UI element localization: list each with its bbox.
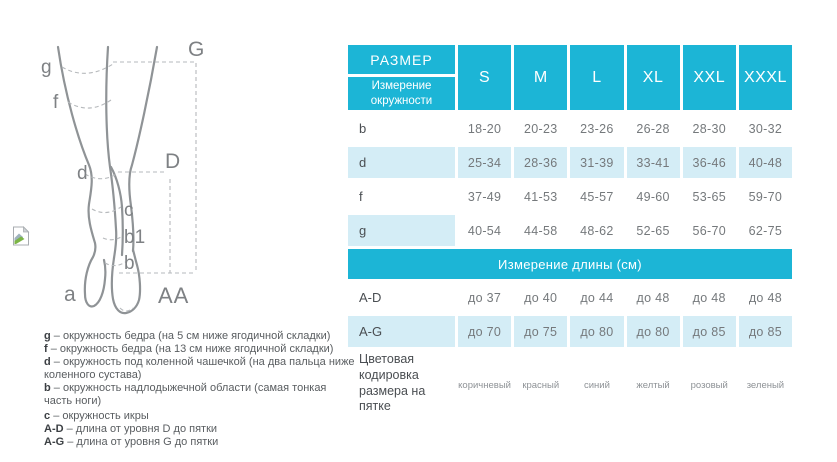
- heel-color-red: красный: [522, 379, 560, 391]
- table-cell: 33-41: [626, 147, 680, 178]
- measurement-lines: [61, 61, 197, 274]
- table-cell: до 48: [748, 290, 782, 305]
- table-cell: 45-57: [580, 189, 614, 204]
- table-cell: до 80: [570, 316, 624, 347]
- table-header-label-cell: РАЗМЕР Измерение окружности: [348, 45, 455, 110]
- size-column-header-xxxl: XXXL: [738, 45, 792, 110]
- leg-measurement-diagram: g f G d D c b1 b a AA: [41, 38, 204, 315]
- size-column-header-xxl: XXL: [682, 45, 736, 110]
- length-section-header: Измерение длины (см): [348, 249, 792, 279]
- table-cell: до 48: [636, 290, 670, 305]
- label-b: b: [124, 253, 135, 274]
- size-header: РАЗМЕР: [348, 45, 455, 74]
- size-column-header-xl: XL: [626, 45, 680, 110]
- heel-color-yellow: желтый: [636, 379, 670, 391]
- table-cell: 40-48: [738, 147, 792, 178]
- legend-desc: – окружность икры: [53, 410, 149, 422]
- broken-image-icon: [13, 226, 30, 246]
- legend-item: d – окружность под коленной чашечкой (на…: [44, 356, 356, 382]
- diagram-labels: g f G d D c b1 b a AA: [41, 38, 204, 308]
- legend-item: b – окружность надлодыжечной области (са…: [44, 382, 356, 408]
- table-cell: 56-70: [692, 223, 726, 238]
- table-cell: до 80: [626, 316, 680, 347]
- heel-color-green: зеленый: [746, 379, 785, 391]
- table-cell: 31-39: [570, 147, 624, 178]
- table-cell: 44-58: [524, 223, 558, 238]
- legend-desc: – окружность надлодыжечной области (сама…: [44, 382, 327, 407]
- table-cell: 52-65: [636, 223, 670, 238]
- legend-key: f: [44, 343, 48, 355]
- heel-color-pink: розовый: [690, 379, 728, 391]
- table-cell: 28-36: [514, 147, 568, 178]
- row-label-a-g: A-G: [348, 316, 455, 347]
- table-cell: 20-23: [524, 121, 558, 136]
- table-cell: до 40: [524, 290, 558, 305]
- size-table: РАЗМЕР Измерение окружности S M L XL XXL…: [348, 45, 792, 420]
- legend-key: b: [44, 382, 51, 394]
- heel-color-blue: синий: [583, 379, 610, 391]
- table-cell: 37-49: [467, 189, 502, 204]
- row-label-g: g: [348, 215, 455, 246]
- table-cell: 62-75: [748, 223, 783, 238]
- legend-item: A-D – длина от уровня D до пятки: [44, 423, 356, 436]
- label-d: d: [77, 163, 88, 184]
- table-cell: до 37: [468, 290, 502, 305]
- legend-desc: – окружность под коленной чашечкой (на д…: [44, 356, 355, 381]
- table-cell: до 48: [692, 290, 726, 305]
- table-cell: до 44: [580, 290, 614, 305]
- table-cell: 48-62: [580, 223, 614, 238]
- table-cell: до 70: [458, 316, 512, 347]
- legend-desc: – длина от уровня G до пятки: [67, 436, 219, 448]
- label-a: a: [64, 283, 76, 306]
- label-g: g: [41, 57, 52, 78]
- table-cell: 36-46: [682, 147, 736, 178]
- label-G: G: [188, 38, 204, 61]
- label-f: f: [53, 92, 59, 113]
- leg-outlines: [56, 45, 159, 315]
- legend-key: d: [44, 356, 51, 368]
- legend-key: g: [44, 330, 51, 342]
- table-cell: 25-34: [458, 147, 512, 178]
- legend-key: A-D: [44, 423, 64, 435]
- legend-key: c: [44, 410, 51, 422]
- heel-color-brown: коричневый: [458, 379, 511, 391]
- table-cell: до 75: [514, 316, 568, 347]
- legend-item: f – окружность бедра (на 13 см ниже ягод…: [44, 343, 356, 356]
- label-b1: b1: [124, 227, 145, 248]
- size-column-header-s: S: [458, 45, 512, 110]
- table-cell: 30-32: [748, 121, 783, 136]
- measurement-legend: g – окружность бедра (на 5 см ниже ягоди…: [44, 330, 356, 449]
- table-cell: 41-53: [524, 189, 558, 204]
- legend-item: A-G – длина от уровня G до пятки: [44, 436, 356, 449]
- size-column-header-m: M: [514, 45, 568, 110]
- label-c: c: [124, 200, 134, 221]
- row-label-d: d: [348, 147, 455, 178]
- table-cell: 59-70: [748, 189, 783, 204]
- table-cell: до 85: [738, 316, 792, 347]
- legend-item: c – окружность икры: [44, 410, 356, 423]
- table-cell: 40-54: [467, 223, 502, 238]
- size-column-header-l: L: [570, 45, 624, 110]
- table-cell: 23-26: [580, 121, 614, 136]
- label-D: D: [165, 150, 180, 173]
- legend-desc: – окружность бедра (на 5 см ниже ягодичн…: [53, 330, 331, 342]
- legend-desc: – окружность бедра (на 13 см ниже ягодич…: [50, 343, 334, 355]
- table-cell: до 85: [682, 316, 736, 347]
- row-label-b: b: [359, 121, 367, 136]
- label-AA: AA: [158, 283, 189, 308]
- legend-item: g – окружность бедра (на 5 см ниже ягоди…: [44, 330, 356, 343]
- legend-desc: – длина от уровня D до пятки: [66, 423, 218, 435]
- table-cell: 26-28: [636, 121, 670, 136]
- table-cell: 28-30: [692, 121, 726, 136]
- table-cell: 18-20: [467, 121, 502, 136]
- circumference-header: Измерение окружности: [348, 77, 455, 110]
- toe-marks: [119, 307, 134, 312]
- table-cell: 49-60: [636, 189, 670, 204]
- legend-key: A-G: [44, 436, 65, 448]
- color-coding-label: Цветовая кодировка размера на пятке: [359, 352, 426, 414]
- row-label-a-d: A-D: [359, 290, 382, 305]
- row-label-f: f: [359, 189, 363, 204]
- table-cell: 53-65: [692, 189, 726, 204]
